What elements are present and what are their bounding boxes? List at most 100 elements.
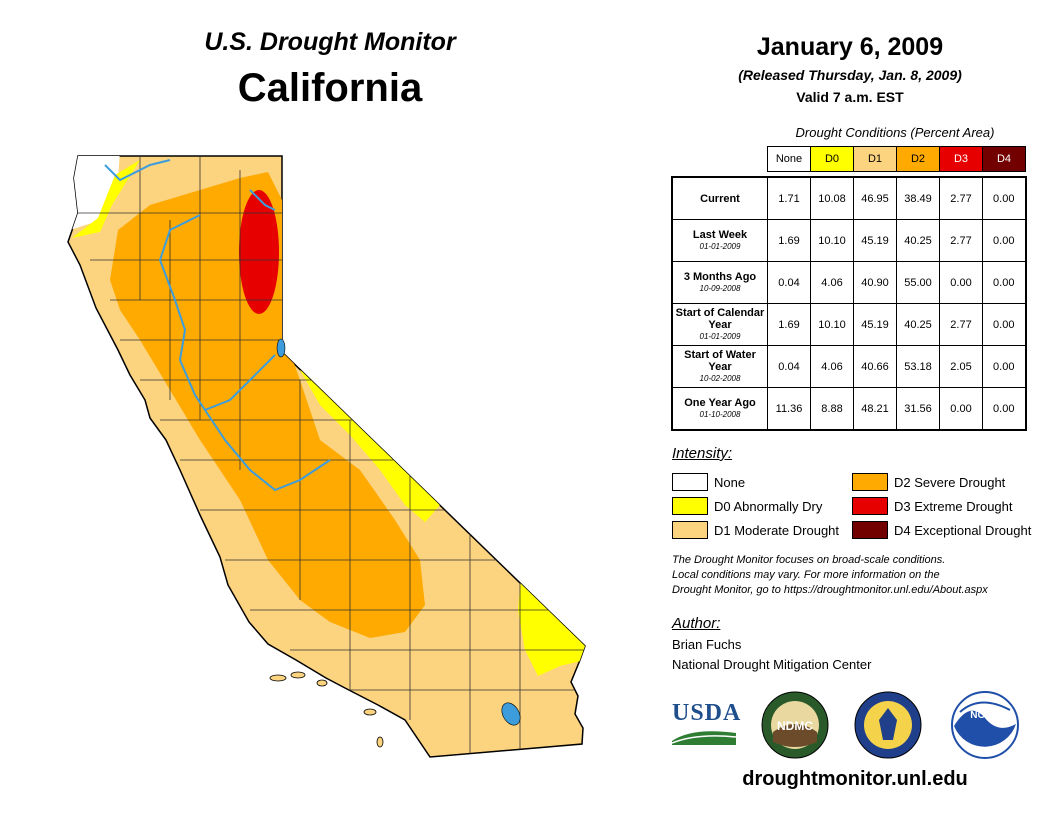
cell-d4: 0.00 [982, 219, 1027, 262]
noaa-logo-text: NOAA [970, 710, 999, 721]
legend-swatch-d4 [852, 521, 888, 539]
commerce-seal-logo [854, 691, 922, 759]
valid-time: Valid 7 a.m. EST [796, 89, 904, 105]
row-label: 3 Months Ago 10-09-2008 [671, 261, 768, 304]
usda-hills-icon [671, 731, 737, 745]
row-label: Last Week 01-01-2009 [671, 219, 768, 262]
cell-none: 1.71 [767, 176, 811, 220]
col-header-d1: D1 [853, 146, 897, 172]
cell-d1: 48.21 [853, 387, 897, 431]
col-header-d3: D3 [939, 146, 983, 172]
row-date: 10-09-2008 [699, 283, 741, 293]
area-none [70, 156, 120, 230]
legend-swatch-d0 [672, 497, 708, 515]
cell-d4: 0.00 [982, 303, 1027, 346]
cell-d1: 40.90 [853, 261, 897, 304]
cell-d0: 4.06 [810, 261, 854, 304]
cell-d2: 55.00 [896, 261, 940, 304]
cell-none: 0.04 [767, 261, 811, 304]
cell-d0: 4.06 [810, 345, 854, 388]
legend-swatch-d1 [672, 521, 708, 539]
area-d3 [239, 190, 279, 314]
cell-none: 1.69 [767, 303, 811, 346]
author-heading: Author: [672, 615, 721, 632]
row-date: 01-01-2009 [699, 241, 741, 251]
row-date: 01-01-2009 [699, 331, 741, 341]
county-lines [78, 156, 585, 757]
col-header-d4: D4 [982, 146, 1026, 172]
cell-d3: 2.77 [939, 176, 983, 220]
cell-d4: 0.00 [982, 387, 1027, 431]
legend-swatch-d2 [852, 473, 888, 491]
cell-d3: 2.77 [939, 219, 983, 262]
usda-logo-text: USDA [672, 700, 742, 726]
table-row: 3 Months Ago 10-09-2008 0.04 4.06 40.90 55.00… [671, 261, 1027, 304]
noaa-logo: NOAA [951, 691, 1019, 759]
cell-d1: 45.19 [853, 303, 897, 346]
cell-d2: 31.56 [896, 387, 940, 431]
drought-conditions-table: None D0 D1 D2 D3 D4 Current 1.71 10.08 46.9… [671, 146, 1027, 431]
author-name: Brian Fuchs [672, 637, 742, 652]
cell-d3: 0.00 [939, 387, 983, 431]
note-line: The Drought Monitor focuses on broad-sca… [672, 554, 946, 566]
legend-right-column: D2 Severe Drought D3 Extreme Drought D4 … [852, 470, 1031, 542]
row-label: Start of Calendar Year 01-01-2009 [671, 303, 768, 346]
author-organization: National Drought Mitigation Center [672, 657, 872, 672]
area-d2 [110, 172, 425, 638]
disclaimer-note: The Drought Monitor focuses on broad-sca… [672, 553, 1042, 598]
salton-sea [501, 702, 521, 726]
cell-d2: 40.25 [896, 303, 940, 346]
legend-label: D2 Severe Drought [894, 474, 1006, 490]
map-state-title: California [237, 66, 423, 110]
footer-url[interactable]: droughtmonitor.unl.edu [742, 768, 968, 790]
row-label-text: Last Week [692, 228, 748, 241]
table-row: Start of Calendar Year 01-01-2009 1.69 10.1… [671, 303, 1027, 346]
channel-islands [269, 671, 384, 748]
legend-label: D3 Extreme Drought [894, 498, 1013, 514]
legend-label: D0 Abnormally Dry [714, 498, 823, 514]
cell-none: 0.04 [767, 345, 811, 388]
lake-tahoe [276, 338, 286, 358]
cell-d0: 8.88 [810, 387, 854, 431]
california-drought-map [67, 155, 586, 758]
row-label-text: One Year Ago [684, 396, 756, 409]
cell-d4: 0.00 [982, 345, 1027, 388]
map-program-title: U.S. Drought Monitor [204, 28, 456, 56]
cell-d0: 10.08 [810, 176, 854, 220]
ndmc-logo: NDMC [761, 691, 829, 759]
cell-d1: 45.19 [853, 219, 897, 262]
row-label: Start of Water Year 10-02-2008 [671, 345, 768, 388]
cell-d2: 53.18 [896, 345, 940, 388]
cell-d1: 40.66 [853, 345, 897, 388]
legend-title: Intensity: [672, 445, 733, 462]
cell-d3: 0.00 [939, 261, 983, 304]
cell-d3: 2.77 [939, 303, 983, 346]
legend-swatch-d3 [852, 497, 888, 515]
table-caption: Drought Conditions (Percent Area) [795, 125, 995, 140]
cell-d1: 46.95 [853, 176, 897, 220]
ndmc-logo-text: NDMC [777, 719, 813, 733]
row-label-text: Start of Water Year [684, 348, 756, 373]
note-line: Local conditions may vary. For more info… [672, 569, 940, 581]
legend-label: None [714, 474, 746, 490]
legend-item-none: None [672, 470, 839, 494]
map-date: January 6, 2009 [756, 33, 944, 61]
row-date: 01-10-2008 [699, 409, 741, 419]
col-header-d0: D0 [810, 146, 854, 172]
cell-d3: 2.05 [939, 345, 983, 388]
legend-left-column: None D0 Abnormally Dry D1 Moderate Droug… [672, 470, 839, 542]
cell-d4: 0.00 [982, 261, 1027, 304]
cell-d4: 0.00 [982, 176, 1027, 220]
cell-none: 1.69 [767, 219, 811, 262]
legend-item-d3: D3 Extreme Drought [852, 494, 1031, 518]
rivers [104, 159, 331, 492]
table-row: Start of Water Year 10-02-2008 0.04 4.06 40.… [671, 345, 1027, 388]
row-label: One Year Ago 01-10-2008 [671, 387, 768, 431]
cell-d2: 40.25 [896, 219, 940, 262]
legend-item-d4: D4 Exceptional Drought [852, 518, 1031, 542]
row-label-text: Start of Calendar Year [675, 306, 765, 331]
cell-d0: 10.10 [810, 219, 854, 262]
cell-none: 11.36 [767, 387, 811, 431]
row-date: 10-02-2008 [699, 373, 741, 383]
table-row: One Year Ago 01-10-2008 11.36 8.88 48.21 31.5… [671, 387, 1027, 431]
